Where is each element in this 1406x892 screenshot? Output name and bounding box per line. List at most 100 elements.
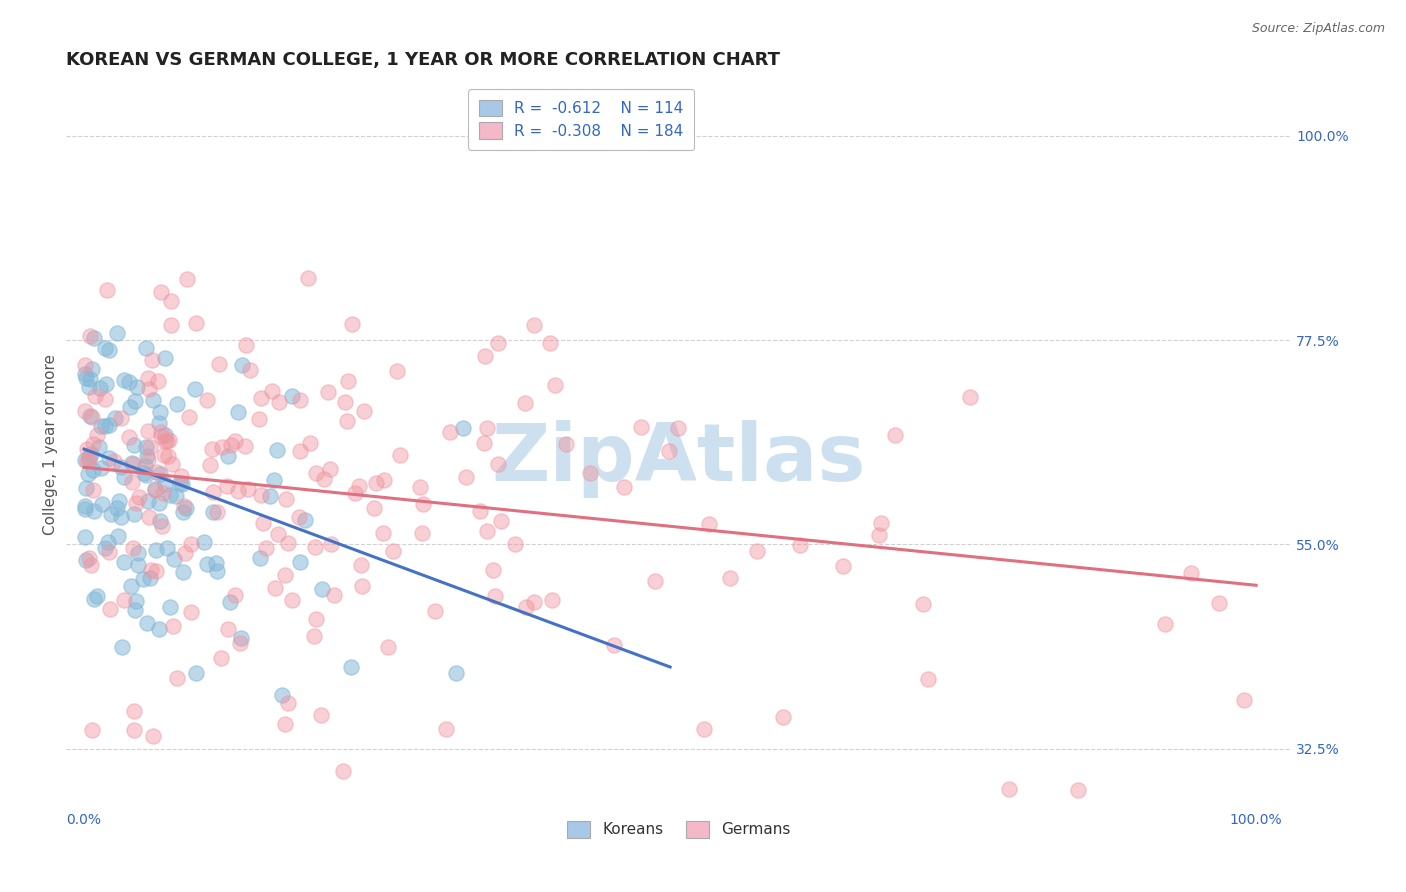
Point [176,501,198,516]
Point [411,525,433,540]
Point [1208,596,1230,610]
Point [135,440,157,454]
Point [184,665,207,680]
Point [148,374,170,388]
Point [578,466,600,480]
Point [412,497,434,511]
Point [136,616,159,631]
Point [309,707,332,722]
Point [94,541,117,555]
Point [149,425,172,439]
Point [274,491,297,506]
Point [121,456,143,470]
Point [80,361,103,376]
Point [718,571,741,585]
Point [883,428,905,442]
Point [82,463,104,477]
Point [470,503,492,517]
Point [124,723,146,738]
Point [75,530,97,544]
Point [997,782,1019,797]
Point [202,504,225,518]
Point [82,437,104,451]
Point [344,485,367,500]
Point [211,440,233,454]
Point [745,544,768,558]
Point [472,436,495,450]
Point [165,489,187,503]
Point [124,393,146,408]
Point [97,534,120,549]
Point [75,403,97,417]
Point [541,593,564,607]
Point [523,318,546,332]
Point [79,372,101,386]
Point [321,537,343,551]
Point [912,598,935,612]
Point [122,704,145,718]
Point [79,329,101,343]
Point [1233,693,1256,707]
Point [128,491,150,505]
Point [121,475,143,489]
Text: KOREAN VS GERMAN COLLEGE, 1 YEAR OR MORE CORRELATION CHART: KOREAN VS GERMAN COLLEGE, 1 YEAR OR MORE… [66,51,780,69]
Point [274,717,297,731]
Point [145,564,167,578]
Point [201,442,224,456]
Point [322,588,344,602]
Point [274,568,297,582]
Point [153,434,176,449]
Point [138,509,160,524]
Point [136,449,159,463]
Point [94,392,117,406]
Point [125,380,148,394]
Point [127,558,149,572]
Point [136,494,159,508]
Point [186,316,208,330]
Point [340,660,363,674]
Point [699,517,721,532]
Point [145,542,167,557]
Point [77,380,100,394]
Point [153,351,176,365]
Point [127,546,149,560]
Point [166,671,188,685]
Point [228,405,250,419]
Point [75,368,97,382]
Point [118,401,141,415]
Point [229,631,252,645]
Point [474,350,496,364]
Point [269,395,291,409]
Point [297,271,319,285]
Point [87,440,110,454]
Point [156,541,179,556]
Point [195,558,218,572]
Point [103,410,125,425]
Point [114,555,136,569]
Point [98,544,121,558]
Point [371,526,394,541]
Point [107,501,129,516]
Point [207,505,229,519]
Point [183,382,205,396]
Point [484,590,506,604]
Point [868,527,890,541]
Point [98,450,121,465]
Point [254,541,277,556]
Point [336,375,359,389]
Point [264,581,287,595]
Point [176,272,198,286]
Point [439,425,461,439]
Point [89,381,111,395]
Point [263,474,285,488]
Point [139,563,162,577]
Point [235,338,257,352]
Point [870,516,893,530]
Point [75,358,97,372]
Point [381,544,404,558]
Point [142,729,165,743]
Point [139,440,162,454]
Point [336,414,359,428]
Point [613,480,636,494]
Point [98,602,121,616]
